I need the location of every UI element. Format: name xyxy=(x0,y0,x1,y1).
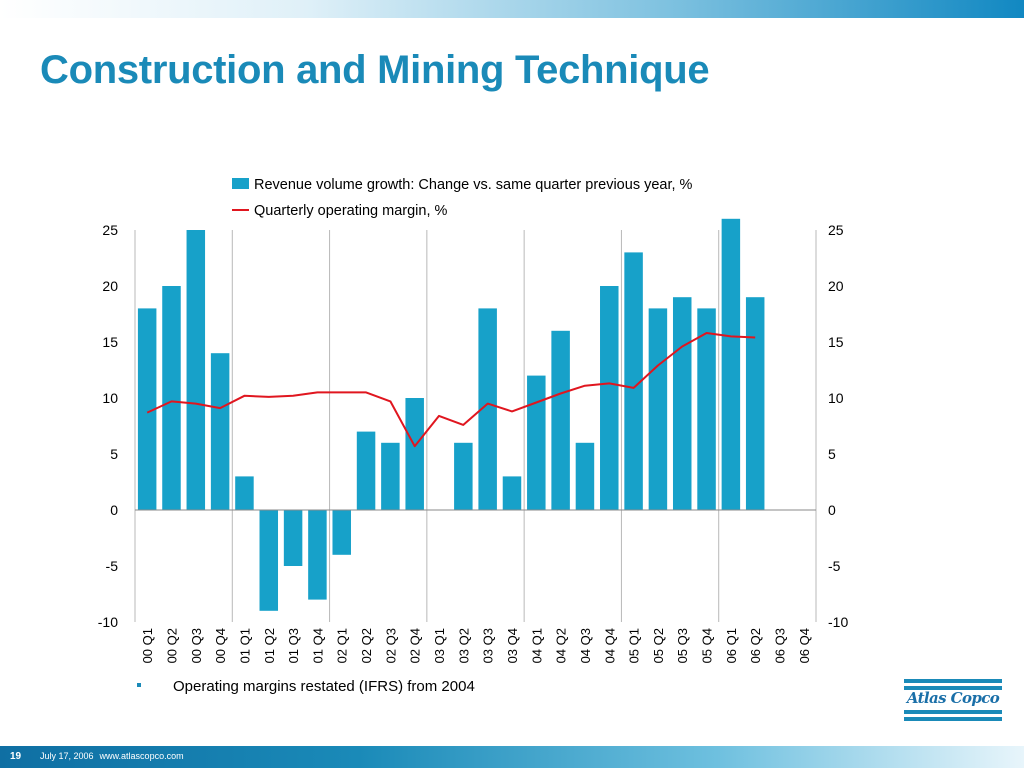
logo-stripe xyxy=(904,710,1002,714)
y-tick-label-left: -10 xyxy=(98,614,118,630)
x-tick-label: 02 Q4 xyxy=(408,628,423,663)
bar xyxy=(575,442,595,510)
bar xyxy=(600,286,619,510)
logo-stripe xyxy=(904,679,1002,683)
top-decorative-bar xyxy=(0,0,1024,18)
bar xyxy=(672,297,692,510)
footer-url: www.atlascopco.com xyxy=(99,751,184,761)
x-tick-label: 00 Q3 xyxy=(189,628,204,663)
x-tick-label: 00 Q2 xyxy=(164,628,179,663)
x-tick-label: 04 Q2 xyxy=(554,628,569,663)
y-tick-label-left: 10 xyxy=(102,390,118,406)
legend-bar-label: Revenue volume growth: Change vs. same q… xyxy=(254,177,693,193)
x-tick-label: 01 Q4 xyxy=(310,628,325,663)
bar xyxy=(624,252,643,510)
bar xyxy=(697,308,716,510)
footnote-text: Operating margins restated (IFRS) from 2… xyxy=(173,678,475,695)
x-tick-label: 01 Q1 xyxy=(237,628,252,663)
logo-text: Atlas Copco xyxy=(906,689,1000,707)
atlas-copco-logo: Atlas Copco xyxy=(904,679,1002,721)
y-tick-label-right: 25 xyxy=(828,222,844,238)
y-tick-label-right: 20 xyxy=(828,278,844,294)
chart: 25 25 20 20 15 15 10 10 5 5 0 0 -5 -5 -10 -10 00 Q1 00 Q2… xyxy=(98,177,849,663)
legend-line-label: Quarterly operating margin, % xyxy=(254,203,448,219)
x-tick-label: 05 Q2 xyxy=(651,628,666,663)
x-tick-label: 00 Q4 xyxy=(213,628,228,663)
x-tick-label: 01 Q3 xyxy=(286,628,301,663)
x-tick-label: 03 Q1 xyxy=(432,628,447,663)
bar xyxy=(454,442,473,510)
x-tick-label: 05 Q3 xyxy=(675,628,690,663)
y-tick-label-right: 5 xyxy=(828,446,836,462)
x-tick-label: 02 Q2 xyxy=(359,628,374,663)
x-tick-label: 01 Q2 xyxy=(262,628,277,663)
footer-date-url: July 17, 2006 www.atlascopco.com xyxy=(40,751,184,761)
footnote: Operating margins restated (IFRS) from 2… xyxy=(137,678,475,695)
y-tick-label-left: 15 xyxy=(102,334,118,350)
x-tick-label: 06 Q1 xyxy=(724,628,739,663)
logo-stripe xyxy=(904,686,1002,690)
y-tick-label-right: 10 xyxy=(828,390,844,406)
y-tick-label-left: 25 xyxy=(102,222,118,238)
bar xyxy=(235,476,254,510)
bar xyxy=(502,476,522,510)
bar xyxy=(210,353,230,510)
x-tick-label: 03 Q2 xyxy=(456,628,471,663)
x-tick-label: 03 Q3 xyxy=(481,628,496,663)
y-tick-label-left: -5 xyxy=(106,558,119,574)
y-tick-label-left: 0 xyxy=(110,502,118,518)
bar xyxy=(551,330,570,510)
bar xyxy=(527,375,546,510)
bullet-icon xyxy=(137,683,141,688)
bar xyxy=(162,286,181,510)
slide-title: Construction and Mining Technique xyxy=(40,48,710,92)
footer-date: July 17, 2006 xyxy=(40,751,94,761)
bar xyxy=(332,510,351,555)
y-tick-label-right: 0 xyxy=(828,502,836,518)
bar xyxy=(356,431,376,510)
x-tick-label: 03 Q4 xyxy=(505,628,520,663)
x-tick-label: 06 Q2 xyxy=(748,628,763,663)
x-tick-label: 02 Q3 xyxy=(383,628,398,663)
x-tick-label: 02 Q1 xyxy=(335,628,350,663)
x-tick-label: 06 Q4 xyxy=(797,628,812,663)
footer-bar: 19 July 17, 2006 www.atlascopco.com xyxy=(0,746,1024,768)
bar xyxy=(648,308,668,510)
x-tick-label: 06 Q3 xyxy=(773,628,788,663)
x-tick-label: 04 Q1 xyxy=(529,628,544,663)
bar xyxy=(283,510,303,566)
x-tick-label: 05 Q4 xyxy=(700,628,715,663)
bar xyxy=(745,297,765,510)
x-tick-label: 04 Q3 xyxy=(578,628,593,663)
logo-stripe xyxy=(904,717,1002,721)
page-number: 19 xyxy=(10,751,22,762)
x-tick-label: 05 Q1 xyxy=(627,628,642,663)
bar xyxy=(405,398,424,510)
bar xyxy=(308,510,327,600)
bar xyxy=(478,308,497,510)
x-tick-label: 04 Q4 xyxy=(602,628,617,663)
y-tick-label-right: -10 xyxy=(828,614,848,630)
y-tick-label-right: -5 xyxy=(828,558,841,574)
y-tick-label-left: 5 xyxy=(110,446,118,462)
y-tick-label-left: 20 xyxy=(102,278,118,294)
x-tick-label: 00 Q1 xyxy=(140,628,155,663)
bar xyxy=(186,230,206,510)
legend-bar-swatch xyxy=(232,178,249,189)
bar xyxy=(381,442,400,510)
bar xyxy=(259,510,279,611)
bar xyxy=(721,218,741,511)
y-tick-label-right: 15 xyxy=(828,334,844,350)
bar xyxy=(137,308,157,510)
operating-margin-line xyxy=(146,332,756,448)
